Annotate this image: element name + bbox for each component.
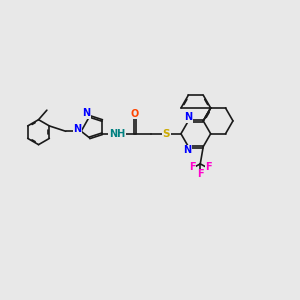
Text: N: N [183,146,191,155]
Text: F: F [189,162,195,172]
Text: S: S [162,129,170,139]
Text: F: F [197,169,204,179]
Text: N: N [184,112,192,122]
Text: NH: NH [109,129,125,139]
Text: N: N [74,124,82,134]
Text: F: F [205,162,212,172]
Text: N: N [82,108,91,118]
Text: O: O [131,109,139,118]
